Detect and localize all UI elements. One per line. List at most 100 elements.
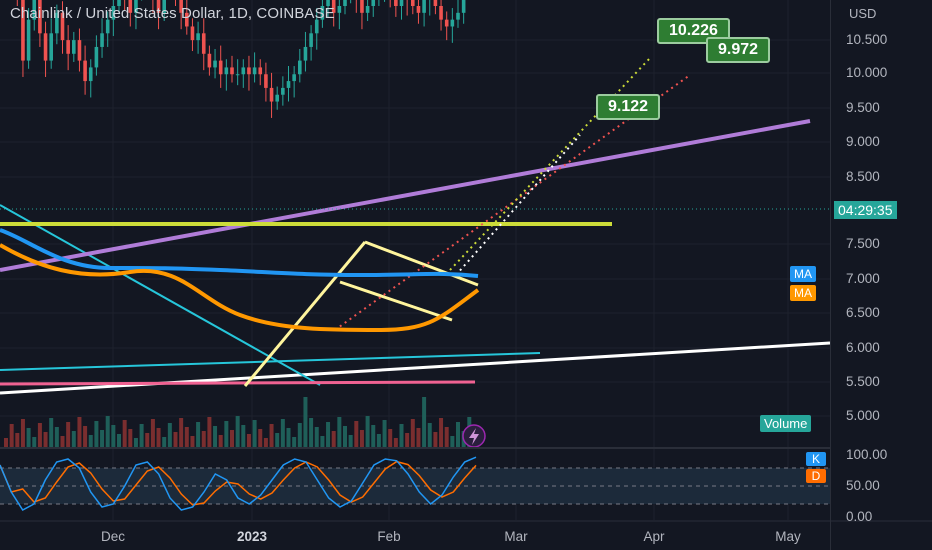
ma-blue-tag[interactable]: MA	[790, 266, 816, 282]
time-tick-label[interactable]: Feb	[377, 529, 401, 544]
volume-bar	[150, 419, 155, 448]
volume-bar	[32, 437, 37, 448]
volume-bar	[450, 436, 455, 448]
time-tick-label[interactable]: Mar	[504, 529, 528, 544]
volume-bar	[190, 436, 195, 448]
candle-body	[43, 33, 48, 61]
candle-body	[60, 12, 65, 41]
volume-bar	[410, 419, 415, 448]
volume-bar	[269, 424, 274, 448]
volume-bar	[354, 421, 359, 448]
volume-bar	[246, 434, 251, 448]
candle-body	[196, 33, 200, 41]
cyan-downtrend	[0, 204, 321, 386]
volume-bar	[196, 422, 201, 448]
candle-body	[21, 0, 25, 61]
target-label-3[interactable]: 9.122	[596, 94, 661, 120]
candle-body	[94, 46, 99, 68]
ma-orange-tag[interactable]: MA	[790, 285, 816, 301]
cyan-trendline	[0, 352, 541, 371]
flag-upper	[364, 240, 479, 287]
price-tick-label[interactable]: 10.500	[846, 32, 888, 47]
candle-body	[309, 33, 313, 47]
candle-body	[185, 12, 189, 27]
volume-bar	[49, 418, 54, 448]
time-tick-label[interactable]: May	[775, 529, 801, 544]
candle-body	[77, 40, 82, 61]
price-tick-label[interactable]: 7.500	[846, 236, 880, 251]
volume-bar	[331, 431, 336, 448]
time-tick-label[interactable]: Apr	[643, 529, 665, 544]
price-tick-label[interactable]: 5.500	[846, 374, 880, 389]
currency-label: USD	[849, 6, 877, 21]
time-tick-label[interactable]: Dec	[100, 529, 125, 544]
candle-body	[326, 0, 330, 6]
volume-bar	[303, 397, 308, 448]
volume-bar	[433, 432, 438, 448]
candle-body	[247, 67, 251, 75]
price-tick-label[interactable]: 8.500	[846, 169, 880, 184]
candle-body	[207, 53, 212, 68]
oscillator-tick-label[interactable]: 0.00	[846, 509, 873, 524]
volume-bar	[388, 429, 393, 448]
price-tick-label[interactable]: 9.500	[846, 100, 880, 115]
k-tag[interactable]: K	[806, 452, 826, 466]
price-tick-label[interactable]: 5.000	[846, 408, 880, 423]
candle-body	[461, 0, 466, 13]
volume-bar	[286, 428, 291, 448]
candle-body	[218, 60, 223, 75]
candle-body	[298, 60, 302, 75]
candle-body	[303, 46, 308, 61]
volume-bar	[280, 419, 285, 448]
candle-body	[162, 0, 166, 13]
candle-body	[190, 26, 195, 41]
projection-white	[455, 134, 581, 276]
volume-bar	[258, 429, 263, 448]
candle-body	[134, 0, 138, 13]
price-tick-label[interactable]: 6.000	[846, 340, 880, 355]
candle-body	[371, 0, 376, 6]
price-tick-label[interactable]: 7.000	[846, 271, 880, 286]
candle-body	[264, 74, 268, 88]
time-tick-label[interactable]: 2023	[236, 529, 268, 544]
candle-body	[394, 0, 398, 6]
candle-body	[416, 6, 421, 13]
volume-bar	[343, 426, 347, 448]
volume-tag[interactable]: Volume	[760, 415, 812, 432]
d-tag[interactable]: D	[806, 469, 826, 483]
price-tick-label[interactable]: 9.000	[846, 134, 880, 149]
volume-bar	[139, 424, 144, 448]
volume-bar	[309, 418, 314, 448]
oscillator-tick-label[interactable]: 50.00	[846, 478, 880, 493]
price-tick-label[interactable]: 6.500	[846, 305, 880, 320]
price-tick-label[interactable]: 10.000	[846, 65, 888, 80]
volume-bar	[26, 428, 31, 448]
volume-bar	[235, 416, 240, 448]
candle-body	[337, 6, 342, 13]
volume-bar	[54, 427, 59, 448]
candle-body	[269, 87, 274, 102]
candle-body	[320, 6, 325, 20]
candle-body	[258, 67, 263, 75]
volume-bar	[382, 420, 387, 448]
candle-body	[331, 0, 336, 13]
volume-bar	[60, 436, 65, 448]
candle-body	[292, 74, 296, 82]
target-label-1[interactable]: 10.226	[657, 18, 730, 44]
candle-body	[213, 60, 217, 68]
volume-bar	[416, 428, 421, 448]
volume-bar	[71, 431, 76, 448]
candle-body	[275, 94, 279, 102]
candle-body	[444, 19, 449, 27]
candle-body	[343, 0, 347, 6]
target-label-2[interactable]: 9.972	[706, 37, 771, 63]
volume-bar	[66, 422, 71, 448]
candle-body	[230, 67, 234, 75]
oscillator-tick-label[interactable]: 100.00	[846, 447, 888, 462]
volume-bar	[179, 418, 184, 448]
candle-body	[360, 0, 364, 13]
volume-bar	[320, 436, 325, 448]
